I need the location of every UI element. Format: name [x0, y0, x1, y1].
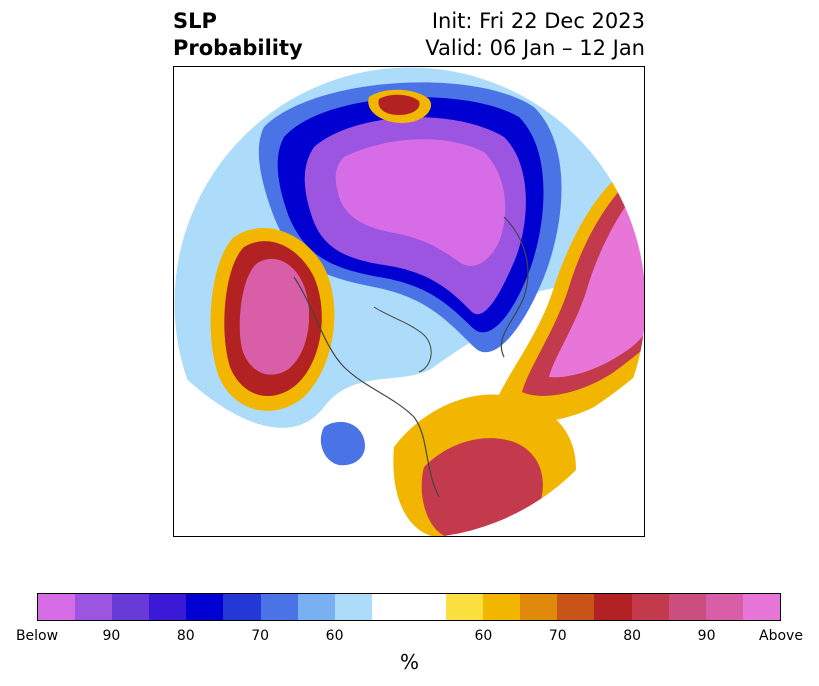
colorbar-tick-label: 60 — [474, 628, 493, 644]
colorbar-tick-label: 80 — [176, 628, 195, 644]
polar-map — [173, 66, 645, 537]
above-atlantic-core — [549, 182, 644, 378]
colorbar-label: % — [399, 650, 419, 674]
colorbar-segment-above-4 — [594, 594, 632, 620]
colorbar-tick-label: Below — [15, 628, 59, 644]
colorbar-segment-below-4 — [186, 594, 224, 620]
init-date: Init: Fri 22 Dec 2023 — [431, 9, 645, 33]
colorbar-segment-below-2 — [112, 594, 150, 620]
colorbar-segment-below-0 — [38, 594, 76, 620]
colorbar-segment-neutral — [371, 594, 447, 620]
above-pacific-core — [239, 258, 310, 375]
colorbar-segment-above-3 — [557, 594, 595, 620]
colorbar-segment-above-6 — [668, 594, 706, 620]
coastline-eurasia — [500, 216, 529, 358]
colorbar-segment-below-5 — [223, 594, 261, 620]
colorbar-segment-above-7 — [705, 594, 743, 620]
colorbar-tick-label: 70 — [251, 628, 270, 644]
above-siberia-core — [378, 94, 420, 115]
colorbar-segment-below-7 — [297, 594, 335, 620]
colorbar-segment-below-3 — [149, 594, 187, 620]
coastline-americas — [293, 276, 440, 498]
map-title: SLP Probability — [173, 8, 303, 62]
colorbar-segment-below-1 — [75, 594, 113, 620]
colorbar-segment-below-6 — [260, 594, 298, 620]
probability-map-svg — [174, 67, 644, 536]
below-sw-us — [320, 421, 365, 466]
colorbar — [37, 593, 781, 621]
valid-range: Valid: 06 Jan – 12 Jan — [425, 36, 645, 60]
below-magenta-center — [335, 139, 506, 266]
colorbar-ticks: Below 90 80 70 60 60 70 80 90 Above — [16, 628, 803, 648]
colorbar-segment-above-8 — [742, 594, 780, 620]
title-variable: SLP — [173, 9, 217, 33]
colorbar-segment-above-5 — [631, 594, 669, 620]
map-dates: Init: Fri 22 Dec 2023 Valid: 06 Jan – 12… — [425, 8, 645, 62]
colorbar-segment-above-2 — [520, 594, 558, 620]
colorbar-segment-above-0 — [446, 594, 484, 620]
colorbar-segment-above-1 — [483, 594, 521, 620]
title-metric: Probability — [173, 36, 303, 60]
above-us-east-core — [421, 438, 543, 536]
colorbar-tick-label: 90 — [102, 628, 121, 644]
colorbar-tick-label: 60 — [325, 628, 344, 644]
colorbar-tick-label: 90 — [697, 628, 716, 644]
colorbar-tick-label: 80 — [623, 628, 642, 644]
colorbar-segment-below-8 — [334, 594, 372, 620]
colorbar-tick-label: 70 — [548, 628, 567, 644]
coastline-greenland — [373, 306, 432, 373]
colorbar-tick-label: Above — [759, 628, 803, 644]
